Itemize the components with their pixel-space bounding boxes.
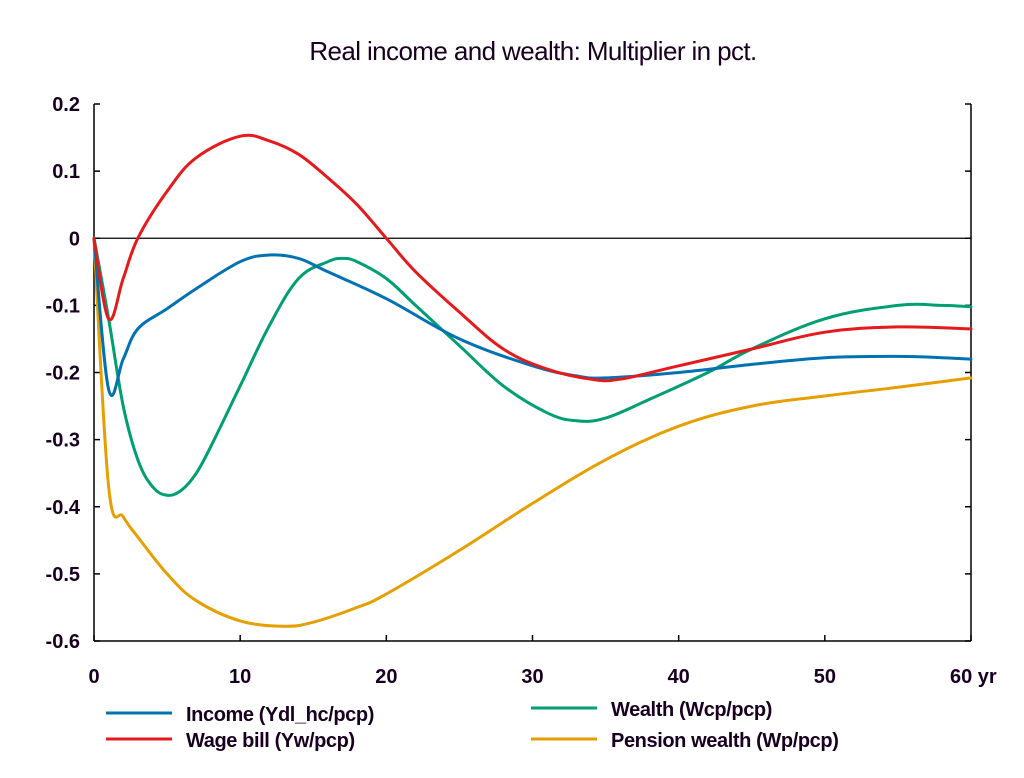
legend-label: Pension wealth (Wp/pcp) xyxy=(611,730,838,752)
series-line-pension xyxy=(92,236,973,628)
x-tick-label: 10 xyxy=(229,666,251,688)
y-tick-label: -0.5 xyxy=(46,564,80,586)
x-tick-label: 0 xyxy=(88,666,99,688)
y-tick-label: 0.1 xyxy=(52,161,80,183)
series-line-income xyxy=(92,236,973,397)
x-tick-label: 30 xyxy=(521,666,543,688)
legend-item: Wage bill (Yw/pcp) xyxy=(106,730,355,752)
series-line-wage xyxy=(92,133,973,383)
y-tick-label: -0.6 xyxy=(46,631,80,653)
x-tick-label: 50 xyxy=(814,666,836,688)
legend-item: Wealth (Wcp/pcp) xyxy=(531,699,772,721)
legend-label: Wage bill (Yw/pcp) xyxy=(186,730,355,752)
legend-item: Income (Ydl_hc/pcp) xyxy=(106,704,374,726)
chart-title: Real income and wealth: Multiplier in pc… xyxy=(309,36,756,66)
y-tick-label: 0 xyxy=(69,228,80,250)
series-line-wealth xyxy=(92,236,973,497)
x-tick-label: 40 xyxy=(668,666,690,688)
legend-item: Pension wealth (Wp/pcp) xyxy=(531,730,839,752)
y-tick-label: -0.2 xyxy=(46,363,80,385)
legend-label: Income (Ydl_hc/pcp) xyxy=(186,704,374,726)
y-tick-label: -0.4 xyxy=(46,497,81,519)
y-tick-label: 0.2 xyxy=(52,94,80,116)
legend-label: Wealth (Wcp/pcp) xyxy=(611,699,772,721)
x-tick-label: 20 xyxy=(375,666,397,688)
y-tick-label: -0.1 xyxy=(46,295,80,317)
plot-area: 0.2 0.1 0 -0.1 -0.2 -0.3 -0.4 -0.5 -0.6 0 10 20 30 40… xyxy=(46,94,997,688)
x-tick-label: 60 yr xyxy=(950,666,997,688)
y-tick-label: -0.3 xyxy=(46,430,80,452)
legend: Income (Ydl_hc/pcp) Wage bill (Yw/pcp) Wea… xyxy=(106,699,839,752)
